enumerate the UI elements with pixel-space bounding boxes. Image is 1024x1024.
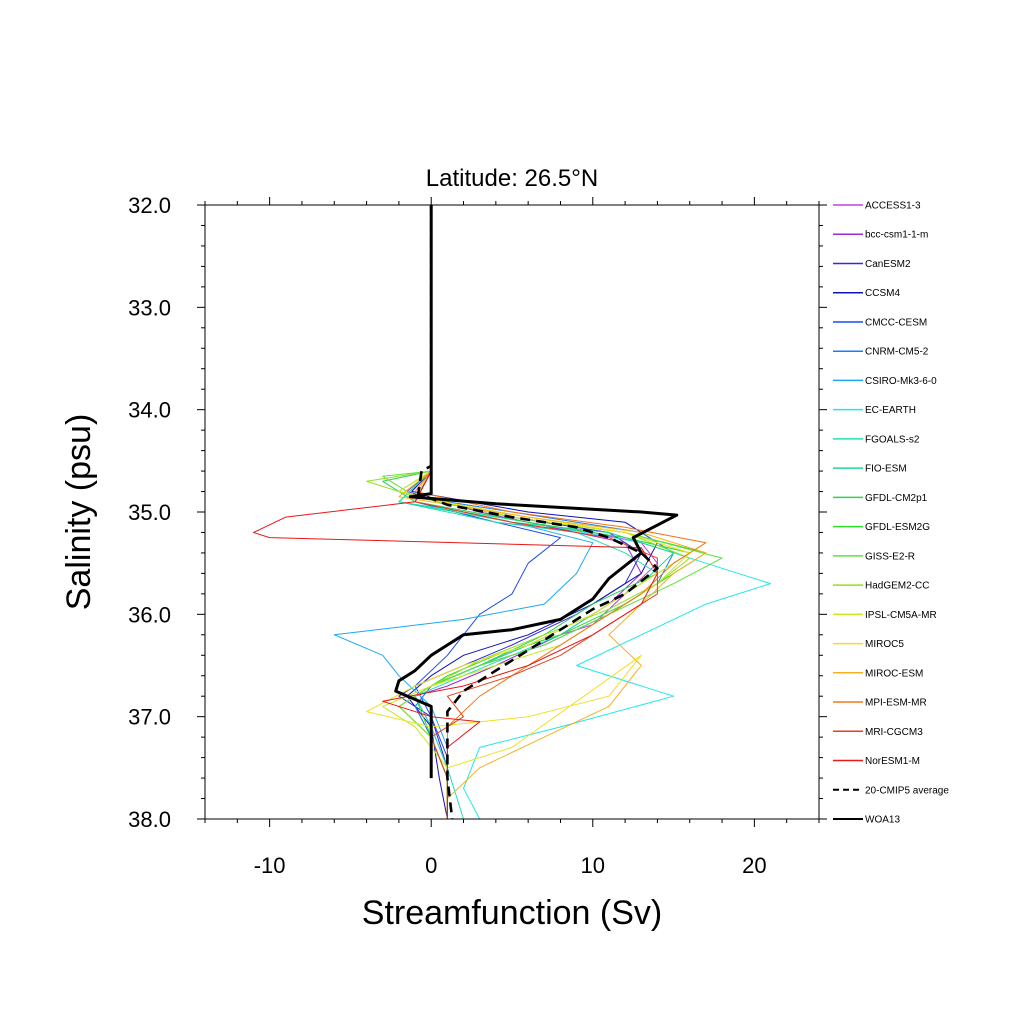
series-line-21 <box>394 205 679 779</box>
legend-label: bcc-csm1-1-m <box>865 230 928 241</box>
legend-label: ACCESS1-3 <box>865 201 921 212</box>
legend-label: NorESM1-M <box>865 756 920 767</box>
legend-label: GISS-E2-R <box>865 551 915 562</box>
series-line-7 <box>398 205 771 820</box>
legend-label: MIROC-ESM <box>865 668 923 679</box>
chart-title: Latitude: 26.5°N <box>426 165 598 192</box>
y-tick-label: 32.0 <box>128 193 171 218</box>
legend-label: HadGEM2-CC <box>865 581 929 592</box>
series-line-1 <box>406 205 642 819</box>
axes: -10 0 10 20 32.0 33.0 34.0 35.0 36.0 37.0 38.0 <box>128 193 827 878</box>
legend-label: FGOALS-s2 <box>865 434 920 445</box>
legend-label: MRI-CGCM3 <box>865 727 923 738</box>
x-tick-label: -10 <box>254 853 286 878</box>
x-axis-title: Streamfunction (Sv) <box>362 894 662 932</box>
series-lines <box>253 205 771 820</box>
legend-label: CSIRO-Mk3-6-0 <box>865 376 937 387</box>
series-line-13 <box>366 205 691 819</box>
y-tick-label: 33.0 <box>128 295 171 320</box>
y-tick-label: 37.0 <box>128 705 171 730</box>
x-tick-label: 20 <box>742 853 766 878</box>
y-tick-label: 38.0 <box>128 807 171 832</box>
legend-label: CMCC-CESM <box>865 317 927 328</box>
legend-label: FIO-ESM <box>865 464 907 475</box>
legend-label: 20-CMIP5 average <box>865 785 949 796</box>
legend-label: IPSL-CM5A-MR <box>865 610 937 621</box>
x-tick-label: 0 <box>425 853 437 878</box>
legend-label: CNRM-CM5-2 <box>865 347 929 358</box>
series-line-20 <box>417 205 659 820</box>
y-tick-label: 35.0 <box>128 500 171 525</box>
legend-label: GFDL-ESM2G <box>865 522 930 533</box>
series-line-19 <box>253 205 658 819</box>
legend-label: EC-EARTH <box>865 405 916 416</box>
legend-label: CCSM4 <box>865 288 900 299</box>
legend-label: CanESM2 <box>865 259 911 270</box>
legend-label: WOA13 <box>865 815 900 826</box>
y-tick-label: 36.0 <box>128 602 171 627</box>
legend-label: MIROC5 <box>865 639 904 650</box>
legend-label: MPI-ESM-MR <box>865 698 927 709</box>
legend-label: GFDL-CM2p1 <box>865 493 928 504</box>
y-axis-title: Salinity (psu) <box>60 414 98 611</box>
x-tick-label: 10 <box>581 853 605 878</box>
y-tick-label: 34.0 <box>128 398 171 423</box>
legend: ACCESS1-3 bcc-csm1-1-m CanESM2 CCSM4 CMCC-CE… <box>833 201 949 826</box>
